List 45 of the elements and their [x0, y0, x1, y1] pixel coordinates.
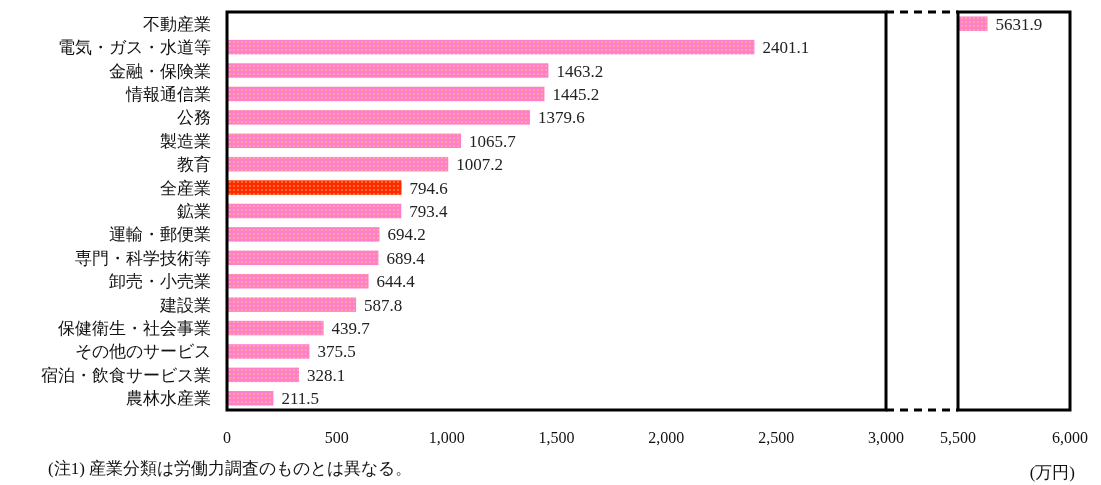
- x-tick-label: 0: [223, 429, 231, 446]
- data-label: 793.4: [409, 202, 449, 221]
- x-tick-label: 6,000: [1052, 429, 1088, 446]
- x-tick-label: 1,000: [428, 429, 465, 446]
- text: (注1) 産業分類は労働力調査のものとは異なる。: [48, 459, 413, 478]
- y-tick-label: 電気・ガス・水道等: [58, 38, 211, 58]
- y-tick-label: 教育: [177, 155, 211, 175]
- data-label: 689.4: [386, 248, 426, 268]
- y-tick-label: 保健衛生・社会事業: [58, 319, 211, 339]
- data-label: 694.2: [387, 225, 426, 245]
- data-label: 1463.2: [556, 61, 604, 81]
- y-tick-label: 製造業: [160, 131, 211, 151]
- data-label: 1379.6: [538, 108, 585, 128]
- data-label: 644.4: [376, 272, 416, 292]
- x-tick-label: 5,500: [940, 429, 976, 446]
- y-tick-label: 情報通信業: [125, 84, 211, 104]
- data-label: 211.5: [281, 389, 320, 409]
- y-tick-label: 運輸・郵便業: [109, 225, 211, 245]
- y-tick-label: 不動産業: [143, 14, 211, 34]
- y-tick-label: 農林水産業: [126, 389, 211, 409]
- x-tick-label: 1,500: [538, 429, 575, 446]
- data-label: 2401.1: [762, 38, 810, 58]
- data-label: 439.7: [331, 319, 371, 339]
- data-label: 1065.7: [469, 131, 517, 151]
- y-tick-label: 公務: [177, 108, 211, 128]
- data-label: 5631.9: [995, 14, 1043, 34]
- y-tick-label: その他のサービス: [75, 342, 211, 362]
- y-tick-label: 鉱業: [177, 202, 211, 221]
- x-tick-label: 3,000: [868, 429, 904, 446]
- data-label: 1445.2: [552, 84, 600, 104]
- y-tick-label: 宿泊・飲食サービス業: [41, 365, 211, 385]
- x-tick-label: 2,000: [648, 429, 685, 446]
- data-label: 587.8: [364, 295, 403, 315]
- y-tick-label: 専門・科学技術等: [75, 248, 211, 268]
- y-tick-label: 全産業: [160, 178, 211, 198]
- y-tick-label: 卸売・小売業: [109, 272, 211, 292]
- x-tick-label: 500: [324, 429, 349, 446]
- x-tick-label: 2,500: [758, 429, 795, 446]
- data-label: 375.5: [317, 342, 356, 362]
- data-label: 328.1: [307, 365, 346, 385]
- text: (万円): [1029, 463, 1075, 482]
- data-label: 794.6: [409, 178, 448, 198]
- y-tick-label: 建設業: [159, 295, 211, 315]
- y-tick-label: 金融・保険業: [109, 61, 211, 81]
- data-label: 1007.2: [456, 155, 503, 175]
